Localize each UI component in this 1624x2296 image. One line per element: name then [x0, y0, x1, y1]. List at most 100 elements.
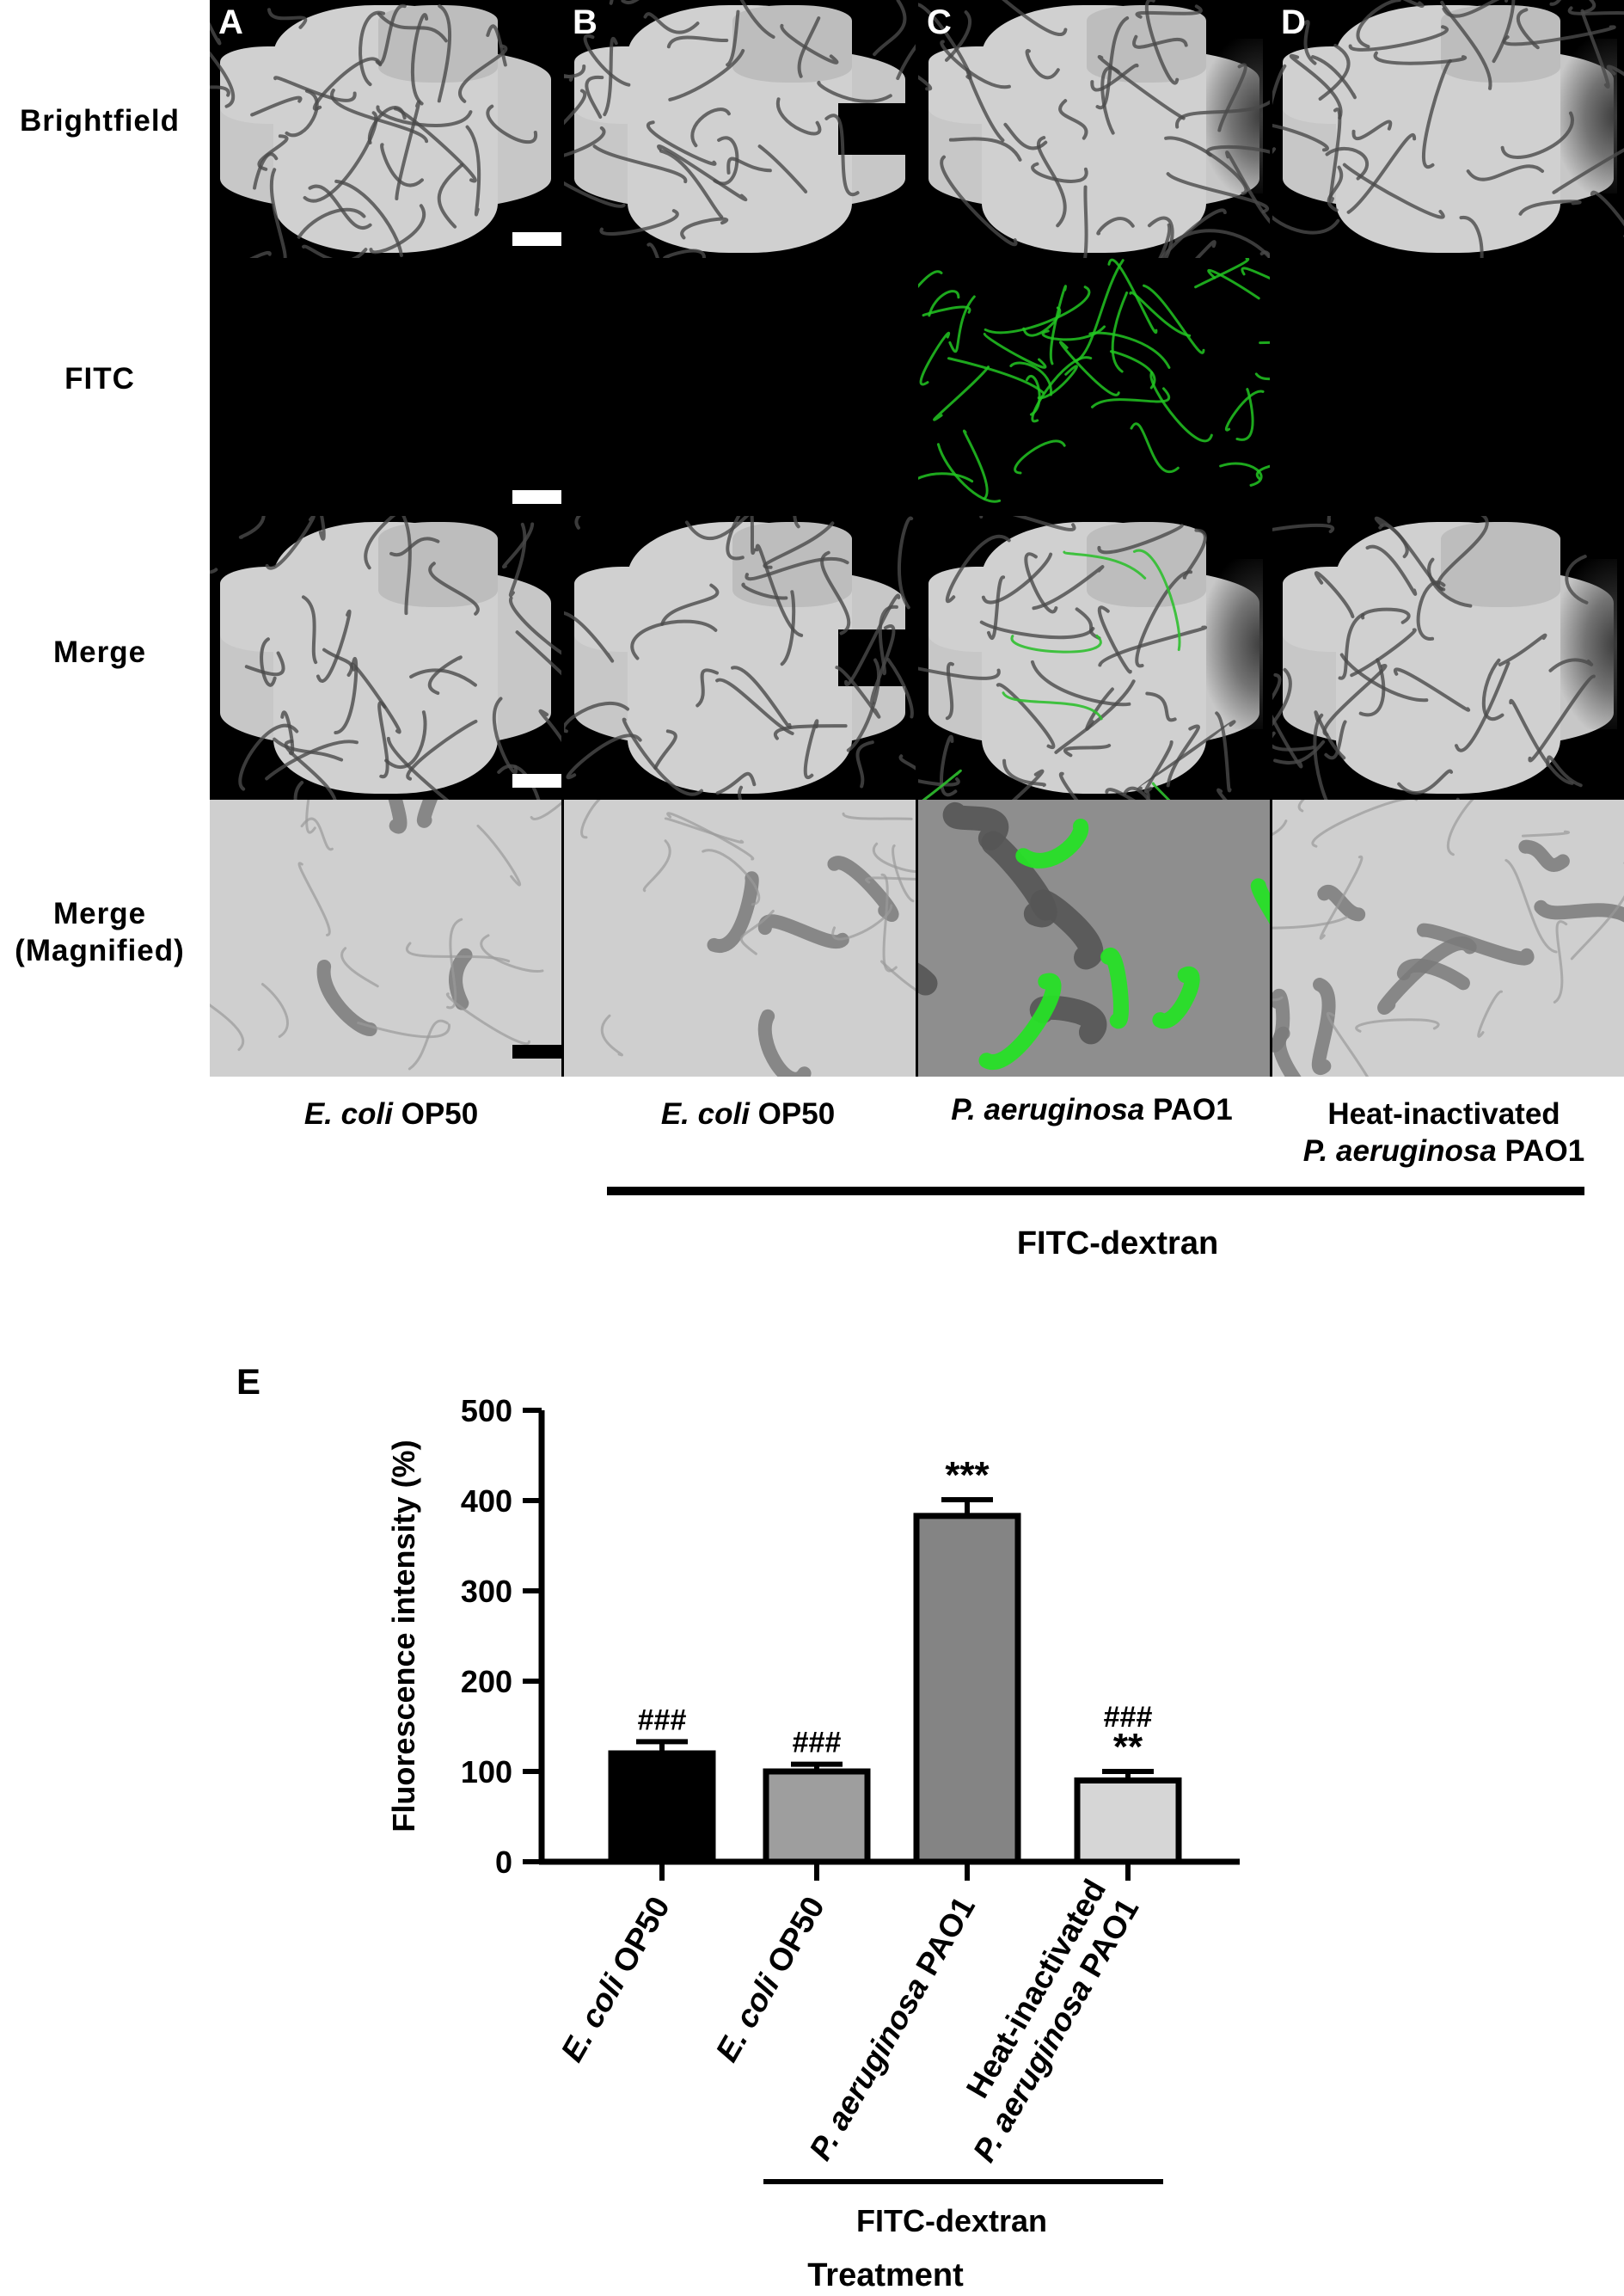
worm: [350, 662, 401, 734]
worm: [1002, 758, 1046, 788]
y-tick-label: 500: [461, 1393, 512, 1428]
worm: [842, 812, 913, 820]
worm: [1014, 439, 1066, 475]
worm: [797, 16, 821, 78]
x-axis-label: Treatment: [807, 2257, 964, 2293]
worm: [1567, 6, 1624, 15]
worm: [948, 295, 976, 353]
worm: [592, 144, 688, 184]
worm: [1548, 658, 1594, 672]
worm: [384, 710, 427, 769]
worm: [738, 785, 744, 800]
worm: [918, 472, 974, 483]
worm: [817, 80, 892, 103]
worm: [897, 516, 914, 610]
row-label-brightfield: Brightfield: [20, 104, 180, 138]
worm: [947, 357, 1045, 395]
worm: [1107, 259, 1158, 335]
significance-annotation: ###: [793, 1727, 842, 1759]
scale-bar: [512, 774, 561, 788]
worm: [1059, 341, 1120, 396]
worm: [585, 76, 604, 120]
worm: [1002, 691, 1103, 721]
worm: [249, 250, 272, 258]
worm: [715, 771, 757, 795]
worm: [1129, 291, 1192, 337]
worm: [1145, 691, 1177, 722]
worm: [1272, 731, 1315, 752]
worm: [757, 144, 808, 193]
worm: [1327, 165, 1344, 212]
worm: [1393, 667, 1470, 712]
worm: [726, 516, 745, 561]
worm: [340, 947, 379, 988]
worm: [1342, 163, 1445, 219]
worm: [1565, 555, 1589, 605]
worm: [1174, 229, 1270, 258]
worm-overlay: [564, 0, 916, 258]
worm: [1552, 148, 1624, 194]
worm: [210, 51, 236, 108]
worm: [986, 575, 1006, 640]
worm: [1350, 628, 1417, 678]
worm: [647, 242, 659, 258]
worm-overlay: [1272, 516, 1596, 800]
worm: [1498, 633, 1547, 666]
worm: [621, 0, 640, 4]
worm: [656, 144, 748, 202]
significance-annotation: ###: [638, 1704, 687, 1736]
worm: [238, 516, 266, 539]
worm: [630, 619, 718, 660]
micrograph-r1-c4: D: [1272, 0, 1624, 258]
worm: [1097, 605, 1132, 674]
worm: [1194, 258, 1250, 289]
worm-overlay: [1272, 0, 1624, 258]
worm: [702, 849, 761, 906]
worm: [831, 904, 893, 941]
worm: [827, 856, 899, 922]
worm: [684, 516, 750, 541]
micrograph-r4-c1: [210, 800, 561, 1077]
y-tick-label: 200: [461, 1664, 512, 1699]
worm: [1477, 990, 1504, 1038]
worm: [297, 207, 366, 239]
worm: [1459, 216, 1484, 258]
worm: [1207, 268, 1260, 300]
micrograph-r1-c1: A: [210, 0, 561, 258]
worm: [793, 516, 800, 529]
worm: [1003, 122, 1048, 150]
worm: [486, 24, 507, 67]
worm: [260, 637, 277, 687]
worm: [1152, 966, 1200, 1029]
worm: [253, 152, 279, 190]
worm: [1166, 724, 1200, 788]
worm: [1143, 740, 1174, 794]
worm: [741, 582, 788, 600]
worm: [726, 9, 740, 67]
fluorescence-bar-chart: 0 100 200 300 400 500 Fluorescence intensity (…: [386, 1393, 1240, 2293]
worm: [713, 136, 739, 186]
worm: [1348, 25, 1449, 52]
worm: [250, 95, 303, 117]
worm: [1024, 552, 1058, 614]
worm: [918, 777, 960, 787]
worm: [580, 800, 601, 839]
worm: [1205, 144, 1270, 157]
worm: [1097, 54, 1186, 120]
worm: [1273, 740, 1326, 765]
worm: [1075, 607, 1101, 641]
worm: [367, 106, 407, 145]
worm: [265, 516, 316, 570]
scale-bar: [512, 490, 561, 504]
row-label-fitc: FITC: [64, 362, 135, 396]
worm: [1440, 0, 1492, 90]
worm: [1314, 571, 1355, 618]
worm: [922, 305, 971, 317]
worm: [1011, 769, 1045, 800]
worm: [855, 740, 874, 789]
worm: [1272, 667, 1292, 727]
worm: [1328, 107, 1342, 204]
worm: [1590, 190, 1624, 237]
worm: [918, 270, 943, 289]
worm: [835, 666, 881, 719]
